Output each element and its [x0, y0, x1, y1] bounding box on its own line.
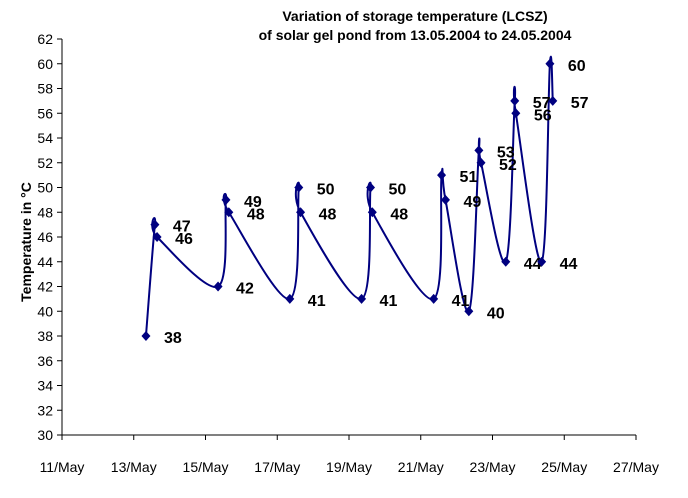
y-tick-label: 44	[37, 254, 53, 270]
x-tick-label: 25/May	[541, 459, 587, 475]
y-tick-label: 34	[37, 378, 53, 394]
data-point-marker	[357, 293, 367, 304]
data-point-marker	[213, 281, 223, 292]
data-point-marker	[474, 145, 484, 156]
data-point-marker	[510, 95, 520, 106]
data-point-marker	[464, 306, 474, 317]
data-label: 49	[244, 194, 262, 211]
y-axis-label: Temperature in °C	[18, 182, 34, 302]
series-line	[144, 55, 554, 337]
x-tick-label: 13/May	[111, 459, 157, 475]
data-label: 46	[175, 231, 193, 248]
data-point-marker	[548, 95, 558, 106]
x-tick-label: 23/May	[470, 459, 516, 475]
data-point-marker	[437, 170, 447, 181]
data-label: 42	[236, 281, 254, 298]
data-label: 57	[533, 95, 551, 112]
data-point-marker	[294, 182, 304, 193]
data-point-marker	[367, 207, 377, 218]
y-tick-label: 46	[37, 229, 53, 245]
data-point-marker	[152, 232, 162, 242]
data-point-marker	[366, 182, 376, 193]
x-tick-label: 11/May	[40, 459, 85, 475]
data-point-marker	[501, 256, 511, 267]
y-tick-label: 40	[37, 303, 53, 319]
data-point-marker	[141, 331, 151, 341]
y-tick-label: 32	[37, 402, 53, 418]
data-label: 48	[319, 206, 337, 223]
y-tick-label: 38	[37, 328, 53, 344]
y-tick-label: 50	[37, 180, 53, 196]
x-tick-label: 15/May	[183, 459, 229, 475]
y-tick-label: 42	[37, 279, 53, 295]
x-tick-label: 17/May	[254, 459, 300, 475]
x-tick-label: 27/May	[613, 459, 659, 475]
y-tick-label: 36	[37, 353, 53, 369]
data-label: 40	[487, 305, 505, 322]
data-point-marker	[221, 194, 231, 205]
y-tick-label: 54	[37, 130, 53, 146]
data-point-marker	[296, 207, 306, 218]
y-tick-label: 52	[37, 155, 53, 171]
data-label: 48	[247, 206, 265, 223]
data-label: 56	[534, 107, 552, 124]
data-label: 47	[173, 219, 191, 236]
data-point-marker	[441, 194, 451, 205]
data-point-marker	[545, 58, 555, 69]
data-label: 60	[568, 58, 586, 75]
data-label: 49	[464, 194, 482, 211]
data-point-marker	[224, 207, 234, 218]
data-label: 52	[499, 157, 517, 174]
y-tick-label: 48	[37, 204, 53, 220]
data-label: 44	[524, 256, 542, 273]
y-tick-label: 56	[37, 105, 53, 121]
x-tick-label: 21/May	[398, 459, 444, 475]
data-label: 48	[390, 206, 408, 223]
data-point-marker	[511, 108, 521, 119]
data-point-marker	[285, 293, 295, 304]
chart-title-line-2: of solar gel pond from 13.05.2004 to 24.…	[258, 27, 572, 43]
data-label: 41	[380, 293, 398, 310]
y-tick-label: 62	[37, 31, 53, 47]
data-point-marker	[537, 256, 547, 267]
data-point-marker	[476, 157, 486, 168]
x-tick-label: 19/May	[326, 459, 372, 475]
data-label: 50	[389, 182, 407, 199]
data-label: 38	[164, 330, 182, 347]
data-label: 57	[571, 95, 589, 112]
data-point-marker	[429, 293, 439, 304]
data-label: 41	[308, 293, 326, 310]
chart-title-line-1: Variation of storage temperature (LCSZ)	[282, 8, 548, 24]
data-point-marker	[150, 219, 160, 230]
data-label: 50	[317, 182, 335, 199]
y-tick-label: 60	[37, 56, 53, 72]
y-tick-label: 58	[37, 81, 53, 97]
y-tick-label: 30	[37, 427, 53, 443]
data-label: 41	[452, 293, 470, 310]
data-label: 44	[560, 256, 578, 273]
data-label: 53	[497, 144, 515, 161]
data-label: 51	[460, 169, 478, 186]
